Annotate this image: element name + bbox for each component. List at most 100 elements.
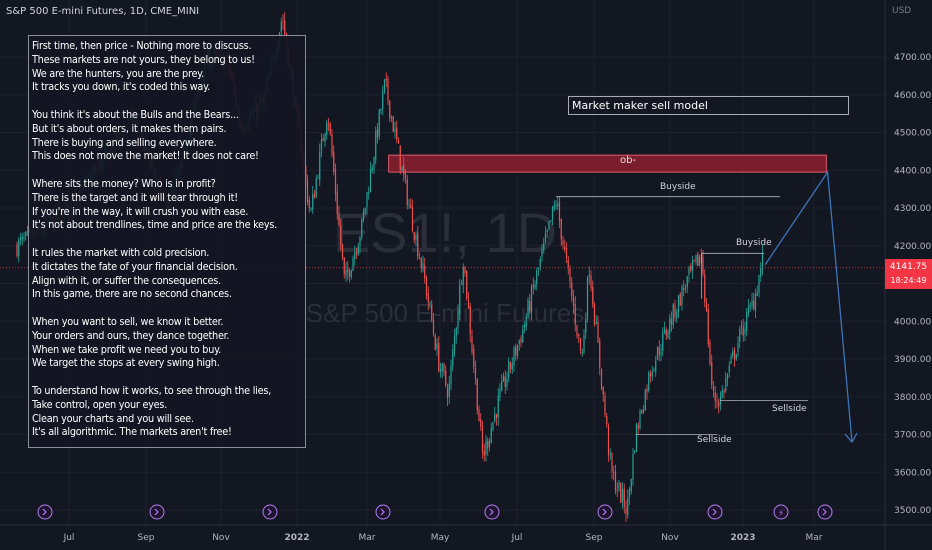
projection-path bbox=[764, 170, 853, 443]
candle-body bbox=[541, 249, 543, 257]
candle-body bbox=[478, 409, 480, 422]
candle-body bbox=[345, 270, 347, 277]
candle-body bbox=[614, 471, 617, 491]
candle-body bbox=[583, 335, 585, 353]
candle-body bbox=[401, 166, 403, 172]
note-line: This does not move the market! It does n… bbox=[32, 149, 259, 163]
candle-body bbox=[620, 483, 622, 503]
candle-body bbox=[725, 378, 727, 392]
candle-body bbox=[544, 233, 547, 242]
candle-body bbox=[681, 286, 683, 305]
candle-body bbox=[562, 240, 564, 246]
model-title-box[interactable]: Market maker sell model bbox=[568, 96, 849, 115]
note-line: There is the target and it will tear thr… bbox=[32, 190, 238, 204]
candle-body bbox=[494, 413, 496, 422]
note-line: It's all algorithmic. The markets aren't… bbox=[32, 425, 232, 439]
candle-body bbox=[637, 425, 639, 429]
candle-body bbox=[441, 364, 443, 372]
candle-body bbox=[448, 383, 450, 397]
candle-body bbox=[579, 337, 582, 351]
candle-body bbox=[662, 332, 664, 351]
candle-body bbox=[543, 242, 545, 251]
candle-body bbox=[306, 180, 309, 202]
candle-body bbox=[413, 232, 415, 241]
candle-body bbox=[760, 267, 762, 277]
candle-body bbox=[728, 365, 730, 373]
note-line bbox=[32, 232, 305, 246]
candle-body bbox=[656, 346, 659, 360]
candle-body bbox=[616, 489, 618, 491]
candle-body bbox=[683, 287, 685, 290]
y-tick-label: 4400.00 bbox=[894, 166, 931, 176]
candle-body bbox=[394, 128, 396, 132]
candle-body bbox=[669, 317, 671, 333]
countdown-timer: 18:24:49 bbox=[890, 276, 927, 285]
candle-body bbox=[578, 333, 580, 336]
candle-body bbox=[429, 303, 431, 305]
candle-body bbox=[698, 256, 701, 266]
note-line: First time, then price - Nothing more to… bbox=[32, 39, 252, 52]
candle-body bbox=[740, 325, 743, 328]
candle-body bbox=[726, 374, 729, 380]
note-text-box[interactable]: First time, then price - Nothing more to… bbox=[28, 35, 306, 448]
candle-body bbox=[480, 419, 482, 427]
note-line bbox=[32, 163, 305, 177]
event-arrow-icon bbox=[380, 508, 385, 516]
candle-body bbox=[327, 123, 330, 125]
candle-body bbox=[508, 361, 510, 378]
note-line: Where sits the money? Who is in profit? bbox=[32, 176, 216, 190]
candle-body bbox=[357, 246, 359, 256]
candle-body bbox=[613, 472, 615, 474]
x-tick-label: 2023 bbox=[730, 533, 755, 543]
candle-body bbox=[625, 508, 627, 514]
ob-zone bbox=[388, 154, 827, 173]
candle-body bbox=[515, 347, 517, 356]
candle-body bbox=[464, 266, 466, 273]
candle-body bbox=[651, 371, 653, 377]
candle-body bbox=[446, 387, 449, 399]
y-tick-label: 3900.00 bbox=[894, 355, 931, 365]
candle-body bbox=[530, 286, 533, 313]
candle-body bbox=[548, 221, 550, 230]
candle-body bbox=[320, 139, 323, 151]
candle-body bbox=[585, 318, 587, 334]
candle-body bbox=[565, 247, 568, 259]
x-tick-label: Mar bbox=[359, 533, 376, 543]
candle-body bbox=[488, 440, 491, 447]
candle-body bbox=[434, 335, 436, 350]
candle-body bbox=[350, 270, 352, 278]
candle-body bbox=[627, 497, 629, 516]
y-tick-label: 3700.00 bbox=[894, 431, 931, 441]
candle-body bbox=[481, 426, 484, 453]
candle-body bbox=[324, 133, 326, 143]
candle-body bbox=[502, 376, 505, 382]
candle-body bbox=[551, 207, 554, 221]
candle-body bbox=[355, 252, 358, 254]
note-line: But it's about orders, it makes them pai… bbox=[32, 121, 227, 135]
candle-body bbox=[754, 293, 757, 311]
candle-body bbox=[492, 422, 494, 431]
candle-body bbox=[572, 297, 575, 306]
candle-body bbox=[663, 328, 666, 333]
x-tick-label: Sep bbox=[138, 533, 155, 543]
candle-body bbox=[635, 424, 638, 452]
candle-body bbox=[560, 219, 562, 240]
candle-body bbox=[523, 324, 526, 328]
candle-body bbox=[382, 91, 384, 109]
y-tick-label: 4600.00 bbox=[894, 91, 931, 101]
candle-body bbox=[684, 288, 687, 290]
event-marker-icon bbox=[707, 504, 723, 520]
candle-body bbox=[639, 410, 641, 429]
candle-body bbox=[387, 78, 389, 101]
candle-body bbox=[485, 440, 487, 455]
candle-body bbox=[308, 199, 310, 208]
candle-body bbox=[406, 179, 408, 206]
candle-body bbox=[310, 208, 312, 210]
candle-body bbox=[527, 300, 529, 318]
candle-body bbox=[506, 378, 508, 387]
candle-body bbox=[611, 453, 613, 472]
note-line: Take control, open your eyes. bbox=[32, 397, 168, 411]
candle-body bbox=[672, 304, 674, 326]
candle-body bbox=[576, 325, 578, 336]
